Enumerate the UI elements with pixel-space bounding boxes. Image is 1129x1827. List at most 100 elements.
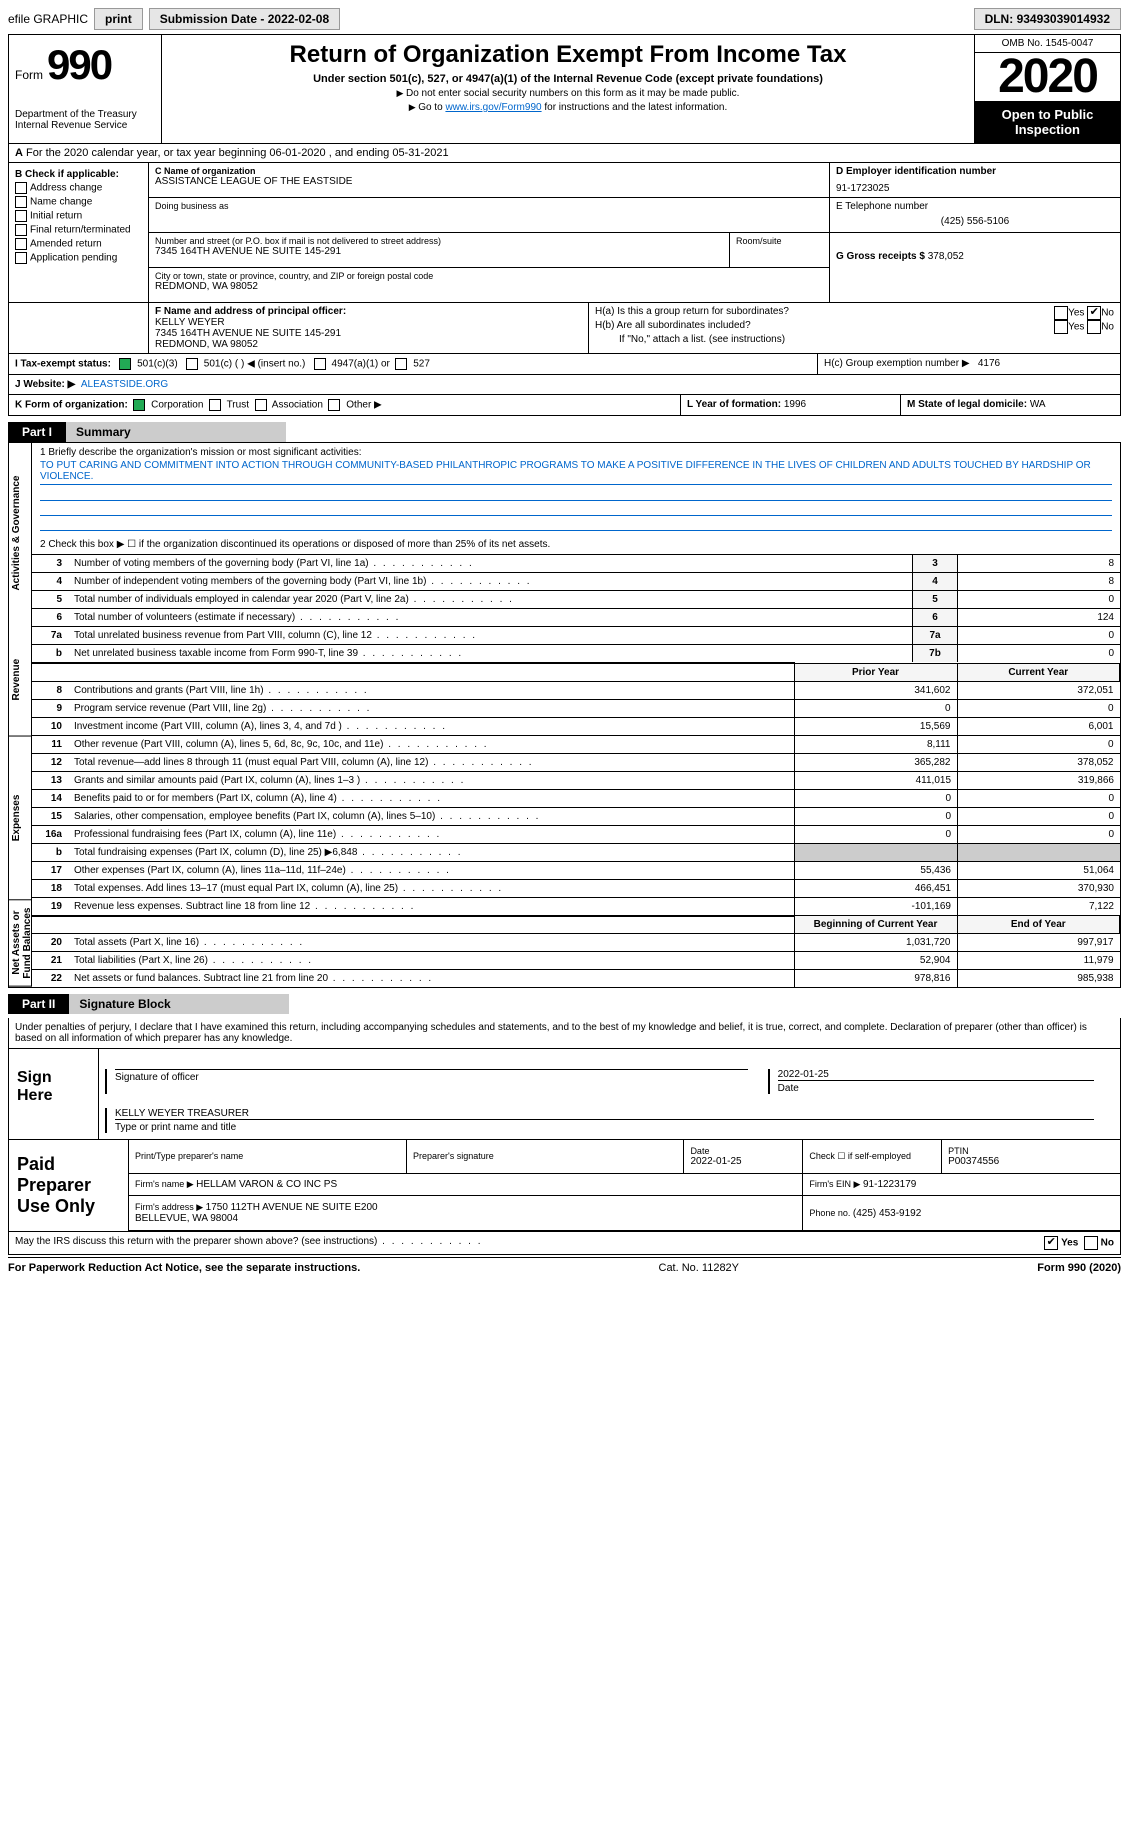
table-row: 14Benefits paid to or for members (Part … (32, 789, 1120, 807)
table-row: 4Number of independent voting members of… (32, 573, 1120, 591)
state-domicile: WA (1030, 399, 1046, 410)
part1-body: Activities & Governance Revenue Expenses… (8, 442, 1121, 988)
table-row: 7aTotal unrelated business revenue from … (32, 627, 1120, 645)
row-fh: F Name and address of principal officer:… (8, 303, 1121, 354)
irs-link[interactable]: www.irs.gov/Form990 (445, 102, 541, 113)
check-501c[interactable] (186, 358, 198, 370)
check-amended[interactable] (15, 238, 27, 250)
table-row: 5Total number of individuals employed in… (32, 591, 1120, 609)
form-title: Return of Organization Exempt From Incom… (172, 41, 964, 69)
check-other[interactable] (328, 399, 340, 411)
col-b-checkboxes: B Check if applicable: Address change Na… (9, 163, 149, 302)
table-row: bNet unrelated business taxable income f… (32, 645, 1120, 663)
table-row: 3Number of voting members of the governi… (32, 555, 1120, 573)
table-row: bTotal fundraising expenses (Part IX, co… (32, 843, 1120, 861)
table-row: 19Revenue less expenses. Subtract line 1… (32, 897, 1120, 915)
table-row: 17Other expenses (Part IX, column (A), l… (32, 861, 1120, 879)
check-corp[interactable] (133, 399, 145, 411)
firm-ein: 91-1223179 (863, 1179, 916, 1190)
table-row: 10Investment income (Part VIII, column (… (32, 717, 1120, 735)
table-row: 20Total assets (Part X, line 16)1,031,72… (32, 934, 1120, 952)
form-number: 990 (47, 41, 111, 89)
website-link[interactable]: ALEASTSIDE.ORG (81, 379, 168, 390)
check-4947[interactable] (314, 358, 326, 370)
hb-no[interactable] (1087, 320, 1101, 334)
sign-here-block: Sign Here Signature of officer 2022-01-2… (9, 1048, 1120, 1139)
perjury-declaration: Under penalties of perjury, I declare th… (9, 1018, 1120, 1048)
q2-discontinued: 2 Check this box ▶ ☐ if the organization… (32, 535, 1120, 554)
table-row: 16aProfessional fundraising fees (Part I… (32, 825, 1120, 843)
table-row: 22Net assets or fund balances. Subtract … (32, 970, 1120, 988)
header-left: Form 990 Department of the Treasury Inte… (9, 35, 162, 143)
vlabel-netassets: Net Assets or Fund Balances (9, 900, 32, 987)
firm-name: HELLAM VARON & CO INC PS (196, 1179, 337, 1190)
check-trust[interactable] (209, 399, 221, 411)
table-row: 11Other revenue (Part VIII, column (A), … (32, 735, 1120, 753)
ein-value: 91-1723025 (836, 183, 1114, 194)
top-bar: efile GRAPHIC print Submission Date - 20… (8, 8, 1121, 30)
table-row: 8Contributions and grants (Part VIII, li… (32, 681, 1120, 699)
row-klm: K Form of organization: Corporation Trus… (8, 395, 1121, 416)
check-initial-return[interactable] (15, 210, 27, 222)
discuss-yes[interactable] (1044, 1236, 1058, 1250)
ha-yes[interactable] (1054, 306, 1068, 320)
print-button[interactable]: print (94, 8, 143, 30)
table-row: 18Total expenses. Add lines 13–17 (must … (32, 879, 1120, 897)
header-right: OMB No. 1545-0047 2020 Open to Public In… (974, 35, 1120, 143)
ha-no[interactable] (1087, 306, 1101, 320)
principal-officer: F Name and address of principal officer:… (149, 303, 589, 353)
efile-label: efile GRAPHIC (8, 12, 88, 26)
form-header: Form 990 Department of the Treasury Inte… (8, 34, 1121, 144)
form-word: Form (15, 68, 43, 82)
part2-body: Under penalties of perjury, I declare th… (8, 1018, 1121, 1255)
phone-value: (425) 556-5106 (836, 216, 1114, 227)
sig-date: 2022-01-25 (778, 1069, 1094, 1080)
group-exemption: 4176 (978, 358, 1000, 369)
table-row: 9Program service revenue (Part VIII, lin… (32, 699, 1120, 717)
vlabel-expenses: Expenses (9, 736, 32, 900)
check-assoc[interactable] (255, 399, 267, 411)
check-address-change[interactable] (15, 182, 27, 194)
open-to-public: Open to Public Inspection (975, 101, 1120, 143)
check-name-change[interactable] (15, 196, 27, 208)
check-app-pending[interactable] (15, 252, 27, 264)
page-footer: For Paperwork Reduction Act Notice, see … (8, 1257, 1121, 1278)
paid-preparer-block: Paid Preparer Use Only Print/Type prepar… (9, 1139, 1120, 1231)
part2-header: Part II Signature Block (8, 994, 1121, 1014)
discuss-no[interactable] (1084, 1236, 1098, 1250)
row-a-tax-year: A For the 2020 calendar year, or tax yea… (8, 144, 1121, 163)
table-row: 12Total revenue—add lines 8 through 11 (… (32, 753, 1120, 771)
check-final-return[interactable] (15, 224, 27, 236)
ptin: P00374556 (948, 1156, 999, 1167)
officer-name: KELLY WEYER TREASURER (115, 1108, 1094, 1119)
mission-text: TO PUT CARING AND COMMITMENT INTO ACTION… (40, 458, 1112, 485)
netassets-table: Beginning of Current Year End of Year 20… (32, 915, 1120, 988)
dln-pill: DLN: 93493039014932 (974, 8, 1121, 30)
header-center: Return of Organization Exempt From Incom… (162, 35, 974, 143)
note-ssn: Do not enter social security numbers on … (172, 88, 964, 99)
section-bcd: B Check if applicable: Address change Na… (8, 163, 1121, 303)
check-501c3[interactable] (119, 358, 131, 370)
table-row: 13Grants and similar amounts paid (Part … (32, 771, 1120, 789)
check-527[interactable] (395, 358, 407, 370)
form-subtitle: Under section 501(c), 527, or 4947(a)(1)… (172, 73, 964, 85)
table-row: 21Total liabilities (Part X, line 26)52,… (32, 952, 1120, 970)
vlabel-revenue: Revenue (9, 624, 32, 737)
org-name: ASSISTANCE LEAGUE OF THE EASTSIDE (155, 176, 823, 187)
discuss-row: May the IRS discuss this return with the… (9, 1231, 1120, 1254)
hb-yes[interactable] (1054, 320, 1068, 334)
table-row: 15Salaries, other compensation, employee… (32, 807, 1120, 825)
part1-header: Part I Summary (8, 422, 1121, 442)
tax-year: 2020 (975, 53, 1120, 101)
dept-label: Department of the Treasury Internal Reve… (15, 109, 155, 131)
q1-mission: 1 Briefly describe the organization's mi… (32, 443, 1120, 535)
firm-phone: (425) 453-9192 (853, 1208, 921, 1219)
revenue-table: Prior Year Current Year 8Contributions a… (32, 662, 1120, 771)
h-group-return: H(a) Is this a group return for subordin… (589, 303, 1120, 353)
expenses-table: 13Grants and similar amounts paid (Part … (32, 771, 1120, 915)
gross-receipts: 378,052 (928, 251, 964, 262)
row-j-website: J Website: ▶ ALEASTSIDE.ORG (8, 375, 1121, 395)
col-d-ein-phone: D Employer identification number 91-1723… (830, 163, 1120, 302)
col-c-org-info: C Name of organization ASSISTANCE LEAGUE… (149, 163, 830, 302)
row-i-hc: I Tax-exempt status: 501(c)(3) 501(c) ( … (8, 354, 1121, 375)
